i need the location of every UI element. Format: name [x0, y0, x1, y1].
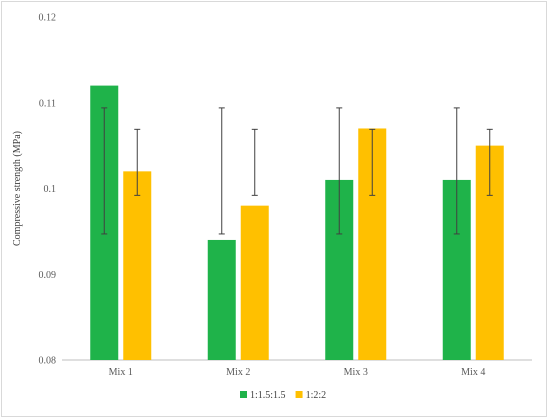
x-axis-ticks: Mix 1 Mix 2 Mix 3 Mix 4 — [109, 367, 486, 378]
x-tick-label: Mix 4 — [461, 367, 485, 378]
y-axis-ticks: 0.08 0.09 0.1 0.11 0.12 — [39, 13, 57, 367]
y-tick-label: 0.11 — [39, 98, 56, 109]
error-bar-mix-3-series-2 — [369, 128, 376, 196]
legend-label-series-2: 1:2:2 — [306, 390, 327, 401]
error-bar-mix-2-series-2 — [251, 128, 258, 196]
y-axis-title: Compressive strength (MPa) — [12, 131, 23, 246]
y-tick-label: 0.08 — [39, 356, 57, 367]
error-bar-mix-1-series-2 — [134, 128, 141, 196]
bar-mix-2-series-1 — [207, 239, 236, 360]
bar-mix-1-series-2 — [123, 171, 152, 360]
error-bar-mix-2-series-1 — [218, 107, 225, 235]
error-bar-mix-4-series-1 — [453, 107, 460, 235]
x-tick-label: Mix 1 — [109, 367, 133, 378]
error-bar-mix-1-series-1 — [101, 107, 108, 235]
y-tick-label: 0.12 — [39, 13, 57, 24]
legend-swatch-series-2 — [295, 391, 303, 398]
legend: 1:1.5:1.5 1:2:2 — [240, 390, 326, 401]
y-tick-label: 0.09 — [39, 270, 57, 281]
x-tick-label: Mix 3 — [344, 367, 368, 378]
y-tick-label: 0.1 — [44, 184, 57, 195]
error-bar-mix-3-series-1 — [336, 107, 343, 235]
error-bars — [101, 107, 493, 235]
x-tick-label: Mix 2 — [226, 367, 250, 378]
bar-mix-2-series-2 — [240, 205, 269, 360]
legend-swatch-series-1 — [240, 391, 247, 398]
bars — [90, 85, 504, 360]
error-bar-mix-4-series-2 — [486, 128, 493, 196]
legend-label-series-1: 1:1.5:1.5 — [250, 390, 286, 401]
